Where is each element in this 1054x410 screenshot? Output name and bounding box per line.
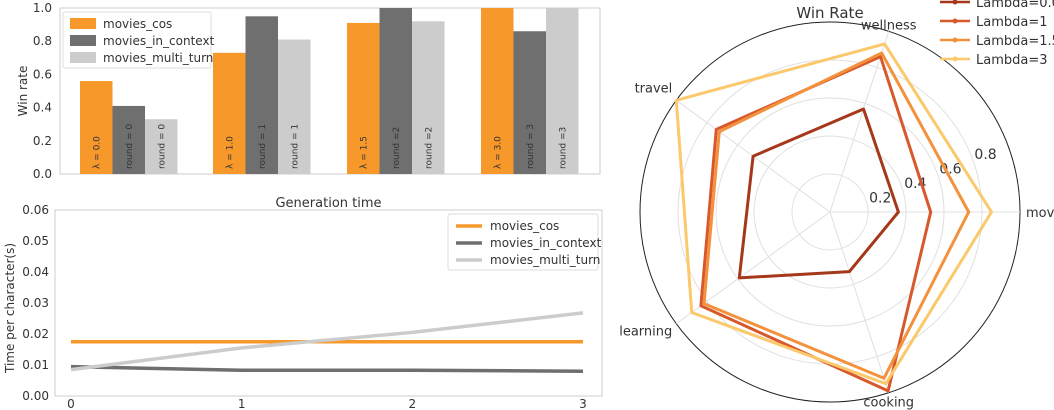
y-tick-label: 0.06 xyxy=(22,203,49,217)
bar-label: round = 3 xyxy=(526,124,536,169)
line-chart-generation-time: Generation time 0.00 0.01 0.02 0.03 0.04 0.05 0… xyxy=(3,196,603,410)
radial-tick-label: 0.8 xyxy=(974,147,996,163)
legend-label-movies_cos: movies_cos xyxy=(490,219,559,233)
radar-series-Lambda=1 xyxy=(699,55,933,393)
radar-series-Lambda=3 xyxy=(674,42,993,386)
y-tick-label: 0.05 xyxy=(22,234,49,248)
legend-label-movies_multi_turn: movies_multi_turn xyxy=(103,51,213,65)
radar-series-Lambda=0.0 xyxy=(737,107,900,280)
bar-movies_in_context xyxy=(513,31,546,174)
legend-swatch-movies_cos xyxy=(70,18,96,29)
bar-movies_cos xyxy=(481,8,514,174)
y-tick-label: 0.0 xyxy=(33,167,52,181)
bar-movies_multi_turn xyxy=(278,39,311,174)
bar-label: round =2 xyxy=(424,127,434,169)
y-tick-label: 0.03 xyxy=(22,296,49,310)
bar-label: λ = 0.0 xyxy=(92,136,102,169)
legend-marker-Lambda=1 xyxy=(952,18,958,24)
legend-marker-Lambda=3 xyxy=(952,56,958,62)
radar-axis-label: learning xyxy=(619,325,672,340)
legend-label-movies_in_context: movies_in_context xyxy=(103,34,215,48)
x-tick-label: 3 xyxy=(579,397,587,410)
radar-chart-winrate: 0.20.40.60.8movieswellnesstravellearning… xyxy=(619,0,1054,410)
legend-label-Lambda=0.0: Lambda=0.0 xyxy=(976,0,1054,11)
x-tick-label: 1 xyxy=(238,397,246,410)
bar-label: round = 1 xyxy=(258,124,268,169)
legend-marker-Lambda=1.5 xyxy=(952,37,958,43)
legend-swatch-movies_in_context xyxy=(70,35,96,46)
bar-movies_multi_turn xyxy=(546,8,579,174)
bar-label: round =2 xyxy=(392,127,402,169)
bar-movies_in_context xyxy=(245,16,278,174)
radial-tick-label: 0.2 xyxy=(869,190,891,206)
legend-box xyxy=(62,11,212,69)
radar-series-Lambda=1.5 xyxy=(702,51,971,380)
bar-label: round = 0 xyxy=(157,124,167,169)
y-tick-label: 0.02 xyxy=(22,327,49,341)
bar-movies_cos xyxy=(80,81,113,174)
radar-spoke xyxy=(829,31,890,213)
y-tick-label: 0.01 xyxy=(22,358,49,372)
y-tick-label: 0.04 xyxy=(22,265,49,279)
y-axis-label: Win rate xyxy=(16,66,30,117)
bar-chart-winrate: 0.0 0.2 0.4 0.6 0.8 1.0 Win rate λ = 0.0 round =… xyxy=(16,1,601,181)
legend-label-movies_cos: movies_cos xyxy=(103,17,172,31)
y-tick-label: 0.6 xyxy=(33,67,52,81)
legend-marker-Lambda=0.0 xyxy=(952,0,958,5)
y-axis-label: Time per character(s) xyxy=(3,243,17,374)
legend-swatch-movies_multi_turn xyxy=(70,52,96,63)
bar-label: λ = 1.5 xyxy=(359,136,369,169)
legend-box xyxy=(447,213,599,271)
y-tick-label: 0.2 xyxy=(33,134,52,148)
series-line-movies_in_context xyxy=(70,364,584,373)
bar-movies_in_context xyxy=(379,8,412,174)
radar-axis-label: wellness xyxy=(861,18,917,33)
bar-movies_in_context xyxy=(112,105,145,174)
legend-label-Lambda=3: Lambda=3 xyxy=(976,53,1048,68)
bar-label: round =3 xyxy=(558,127,568,169)
y-tick-label: 0.8 xyxy=(33,34,52,48)
bar-label: round = 0 xyxy=(125,124,135,169)
y-tick-label: 0.00 xyxy=(22,389,49,403)
legend-label-movies_in_context: movies_in_context xyxy=(490,236,602,250)
bar-movies_cos xyxy=(347,22,380,174)
series-line-movies_multi_turn xyxy=(70,311,584,372)
bar-label: λ = 1.0 xyxy=(225,136,235,169)
chart-title: Generation time xyxy=(275,196,381,211)
x-tick-label: 0 xyxy=(67,397,75,410)
chart-title: Win Rate xyxy=(796,4,863,22)
legend-label-Lambda=1: Lambda=1 xyxy=(976,15,1048,30)
legend-label-movies_multi_turn: movies_multi_turn xyxy=(490,253,600,267)
bar-movies_cos xyxy=(213,52,246,174)
radial-tick-label: 0.6 xyxy=(939,161,961,177)
y-tick-label: 1.0 xyxy=(33,1,52,15)
bar-movies_multi_turn xyxy=(412,21,445,175)
bar-label: round = 1 xyxy=(290,124,300,169)
bar-movies_multi_turn xyxy=(145,119,178,174)
bar-label: λ = 3.0 xyxy=(493,136,503,169)
radar-axis-label: travel xyxy=(635,81,673,96)
legend-label-Lambda=1.5: Lambda=1.5 xyxy=(976,34,1054,49)
radar-axis-label: cooking xyxy=(863,396,914,410)
y-tick-label: 0.4 xyxy=(33,101,52,115)
radar-axis-label: movies xyxy=(1026,206,1054,221)
x-tick-label: 2 xyxy=(409,397,417,410)
radar-spoke xyxy=(829,211,890,393)
